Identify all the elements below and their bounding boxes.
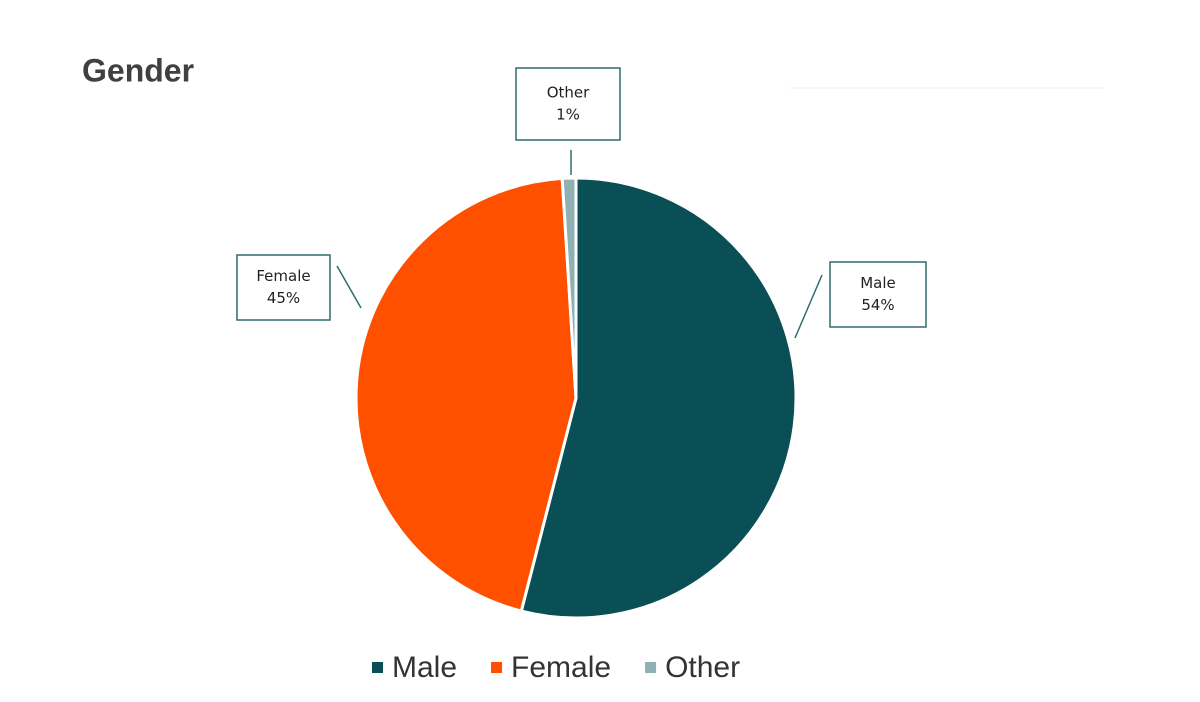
- legend-label: Other: [665, 651, 740, 684]
- label-box: [829, 261, 927, 328]
- data-label-value: 45%: [267, 289, 300, 307]
- data-label-name: Other: [547, 84, 590, 102]
- leader-line: [794, 274, 823, 339]
- label-box: [236, 254, 331, 321]
- data-label-value: 1%: [556, 106, 580, 124]
- data-label-name: Female: [256, 267, 310, 285]
- pie-slice: [519, 176, 798, 620]
- pie-slice: [354, 176, 578, 613]
- legend-swatch: [491, 662, 503, 673]
- leader-line: [336, 265, 362, 309]
- label-box: [515, 67, 621, 141]
- data-label-value: 54%: [861, 296, 894, 314]
- chart-title: Gender: [82, 52, 194, 88]
- data-label-name: Male: [860, 274, 896, 292]
- legend-swatch: [645, 662, 657, 673]
- legend-label: Male: [392, 651, 457, 684]
- legend-swatch: [372, 662, 383, 673]
- legend-label: Female: [511, 651, 611, 684]
- pie-slice: [560, 176, 578, 399]
